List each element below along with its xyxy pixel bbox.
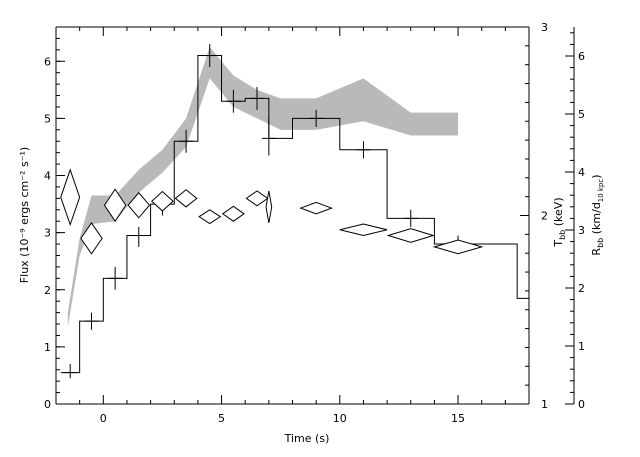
y3-tick-label-2: 2 [578, 282, 585, 295]
y-tick-label-1: 1 [44, 341, 51, 354]
diamond-point-3 [127, 191, 151, 219]
diamond-point-8 [245, 190, 269, 207]
x-axis-title: Time (s) [284, 432, 330, 445]
y3-tick-label-4: 4 [578, 166, 585, 179]
y2-title-main: T [552, 240, 565, 248]
x-tick-label-1: 5 [218, 412, 225, 425]
y3-tick-label-0: 0 [578, 398, 585, 411]
diamond-series [60, 168, 484, 255]
diamond-point-1 [80, 222, 103, 255]
y2-axis-title: Tbb (keV) [552, 197, 567, 247]
flux-band [67, 46, 459, 327]
x-tick-label-0: 0 [100, 412, 107, 425]
diamond-point-7 [221, 205, 245, 222]
y3-title-sub2: 10 kpc [597, 179, 605, 203]
diamond-point-6 [198, 209, 222, 225]
y2-title-sub: bb [558, 230, 567, 240]
y-axis-title: Flux (10⁻⁹ ergs cm⁻² s⁻¹) [18, 147, 31, 283]
diamond-point-13 [432, 239, 484, 255]
diamond-point-0 [60, 168, 81, 227]
diamond-point-2 [103, 188, 127, 223]
y2-title-rest: (keV) [552, 197, 565, 229]
diamond-point-10 [299, 201, 333, 215]
y-tick-label-6: 6 [44, 55, 51, 68]
axes: 0 5 10 15 0 1 2 3 4 5 6 1 2 3 0 1 2 3 4 5 6 [44, 21, 585, 425]
x-tick-label-2: 10 [333, 412, 347, 425]
y3-title-main: R [590, 248, 603, 256]
y3-tick-label-5: 5 [578, 108, 585, 121]
y-tick-label-2: 2 [44, 284, 51, 297]
y-tick-label-4: 4 [44, 170, 51, 183]
y3-tick-label-3: 3 [578, 224, 585, 237]
y3-title-sub: bb [596, 238, 605, 248]
diamond-point-5 [174, 189, 198, 208]
y-tick-label-3: 3 [44, 227, 51, 240]
x-tick-label-3: 15 [451, 412, 465, 425]
y3-tick-label-6: 6 [578, 50, 585, 63]
y3-title-end: ) [590, 174, 603, 178]
y3-axis-title: Rbb (km/d10 kpc) [590, 174, 605, 255]
diamond-point-11 [339, 223, 388, 237]
y-tick-label-0: 0 [44, 398, 51, 411]
y2-tick-label-2: 3 [541, 21, 548, 34]
diamond-point-9 [265, 190, 273, 224]
flux-band-series [67, 46, 459, 327]
y-tick-label-5: 5 [44, 112, 51, 125]
y3-title-rest: (km/d [590, 202, 603, 238]
y2-tick-label-0: 1 [541, 398, 548, 411]
diamond-point-4 [151, 190, 174, 212]
diamond-point-12 [386, 228, 435, 243]
y3-tick-label-1: 1 [578, 340, 585, 353]
y2-tick-label-1: 2 [541, 210, 548, 223]
